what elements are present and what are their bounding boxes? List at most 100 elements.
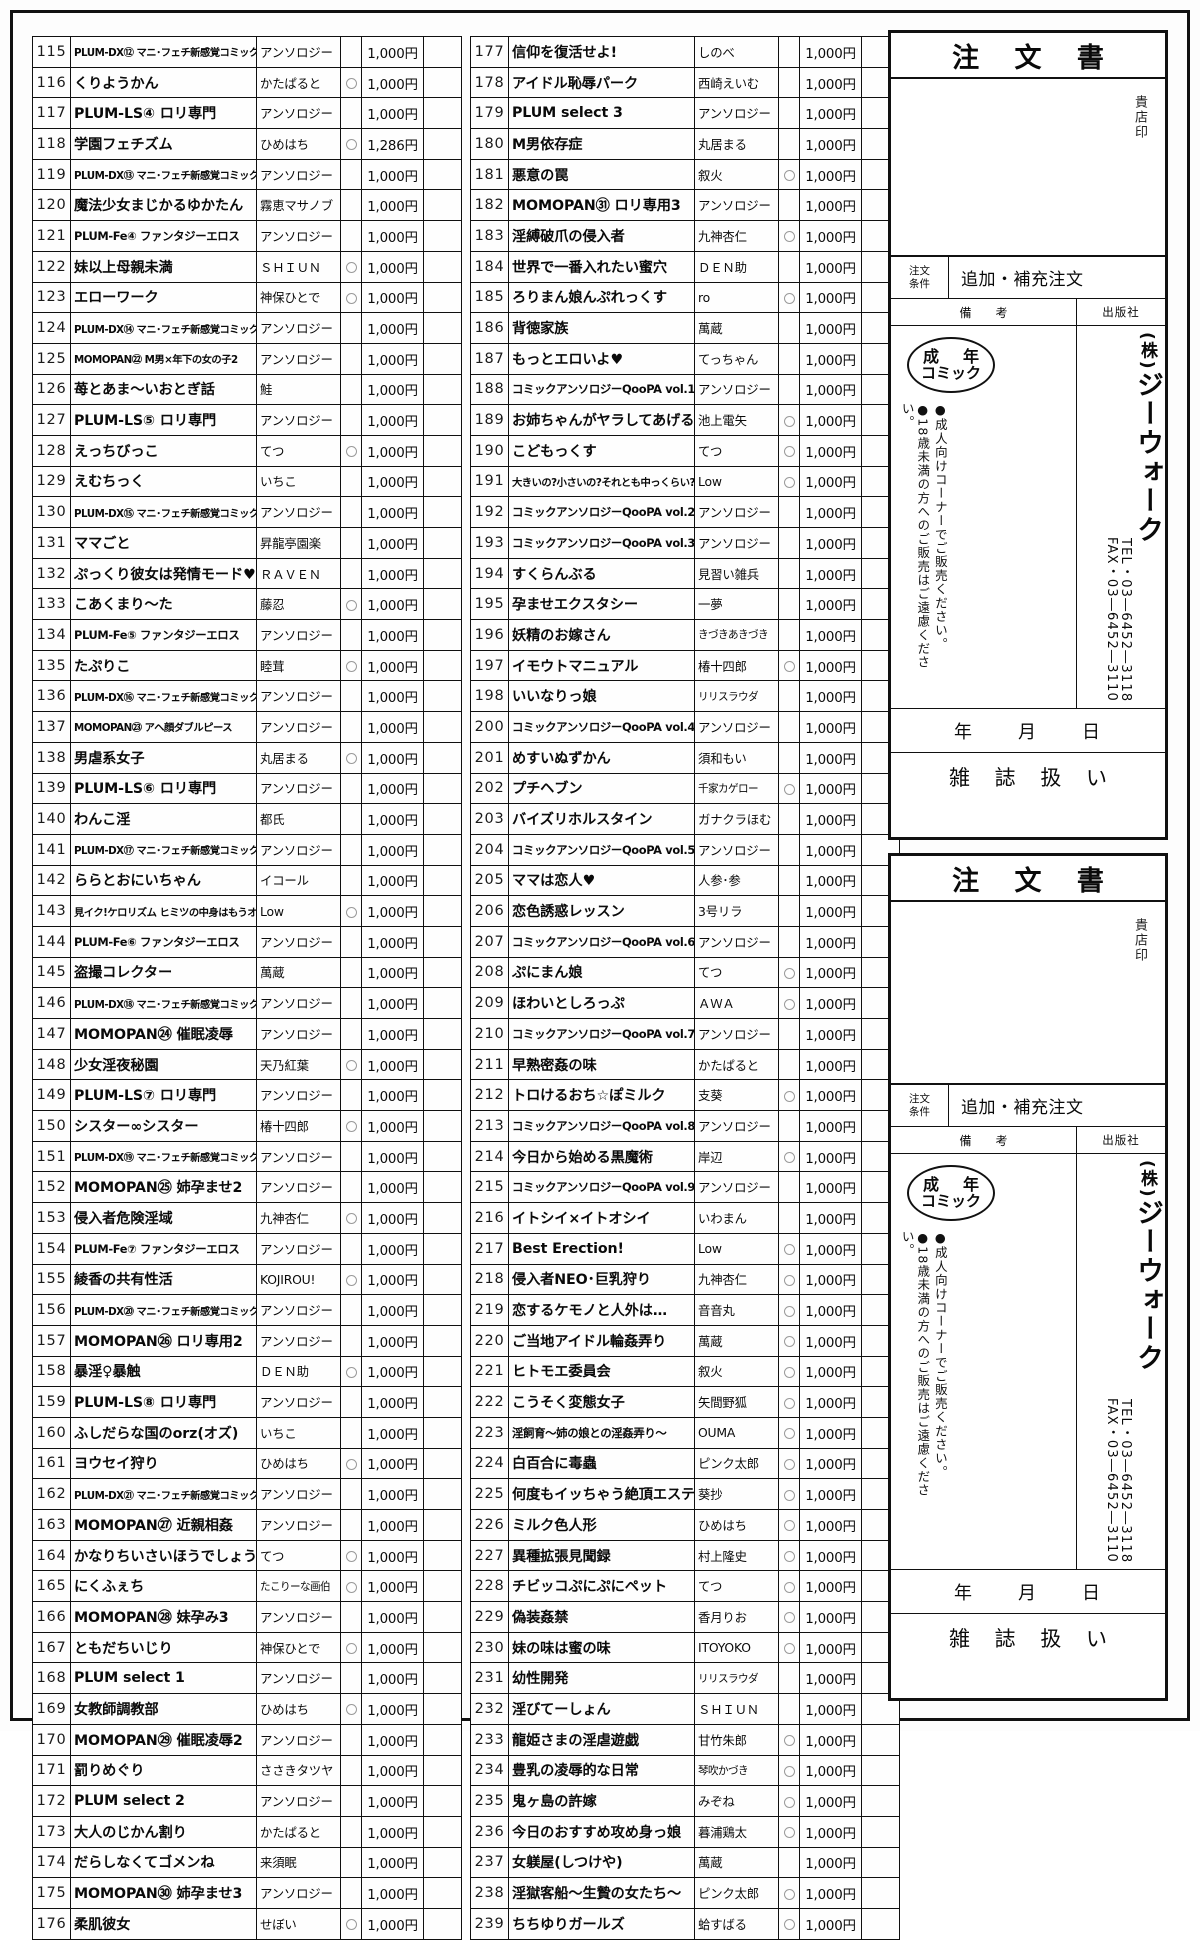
table-row[interactable]: 123 エローワーク 神保ひとで 1,000円 [32,281,462,314]
row-quantity-input[interactable] [423,1662,462,1695]
table-row[interactable]: 117 PLUM-LS④ ロリ専門 アンソロジー 1,000円 [32,97,462,130]
row-quantity-input[interactable] [423,1263,462,1296]
table-row[interactable]: 214 今日から始める黒魔術 岸辺 1,000円 [470,1140,900,1173]
date-row[interactable]: 年 月 日 [891,1569,1165,1614]
table-row[interactable]: 173 大人のじかん割り かたぱると 1,000円 [32,1815,462,1848]
table-row[interactable]: 237 女躾屋(しつけや) 萬蔵 1,000円 [470,1846,900,1879]
row-quantity-input[interactable] [423,619,462,651]
row-quantity-input[interactable] [423,588,462,621]
row-quantity-input[interactable] [423,281,462,314]
table-row[interactable]: 230 妹の味は蜜の味 ITOYOKO 1,000円 [470,1631,900,1664]
table-row[interactable]: 200 コミックアンソロジーQooPA vol.4 アンソロジー 1,000円 [470,711,900,743]
row-quantity-input[interactable] [423,1509,462,1541]
table-row[interactable]: 125 MOMOPAN㉒ M男×年下の女の子2 アンソロジー 1,000円 [32,342,462,375]
table-row[interactable]: 181 悪意の罠 叙火 1,000円 [470,158,900,191]
table-row[interactable]: 232 淫びてーしょん ＳＨＩＵＮ 1,000円 [470,1693,900,1725]
table-row[interactable]: 174 だらしなくてゴメンね 来須眠 1,000円 [32,1846,462,1879]
row-quantity-input[interactable] [423,1079,462,1112]
table-row[interactable]: 221 ヒトモエ委員会 叙火 1,000円 [470,1355,900,1388]
table-row[interactable]: 192 コミックアンソロジーQooPA vol.2 アンソロジー 1,000円 [470,496,900,528]
table-row[interactable]: 201 めすいぬずかん 須和もい 1,000円 [470,741,900,774]
table-row[interactable]: 136 PLUM-DX⑯ マニ･フェチ新感覚コミックス アンソロジー 1,000円 [32,680,462,713]
table-row[interactable]: 162 PLUM-DX㉑ マニ･フェチ新感覚コミックス アンソロジー 1,000円 [32,1478,462,1510]
table-row[interactable]: 235 鬼ヶ島の許嫁 みぞね 1,000円 [470,1785,900,1817]
table-row[interactable]: 124 PLUM-DX⑭ マニ･フェチ新感覚コミックス アンソロジー 1,000円 [32,312,462,344]
table-row[interactable]: 168 PLUM select 1 アンソロジー 1,000円 [32,1662,462,1695]
row-quantity-input[interactable] [423,1294,462,1326]
row-quantity-input[interactable] [423,250,462,283]
table-row[interactable]: 212 トロけるおち☆ぽミルク 支葵 1,000円 [470,1079,900,1112]
row-quantity-input[interactable] [423,465,462,498]
row-quantity-input[interactable] [861,1815,900,1848]
table-row[interactable]: 220 ご当地アイドル輪姦弄り 萬蔵 1,000円 [470,1324,900,1357]
table-row[interactable]: 216 イトシイ×イトオシイ いわまん 1,000円 [470,1202,900,1234]
table-row[interactable]: 170 MOMOPAN㉙ 催眠凌辱2 アンソロジー 1,000円 [32,1723,462,1756]
table-row[interactable]: 204 コミックアンソロジーQooPA vol.5 アンソロジー 1,000円 [470,833,900,866]
row-quantity-input[interactable] [423,1416,462,1449]
row-quantity-input[interactable] [423,1171,462,1204]
row-quantity-input[interactable] [423,158,462,191]
row-quantity-input[interactable] [423,1048,462,1081]
table-row[interactable]: 187 もっとエロいよ♥ てっちゃん 1,000円 [470,342,900,375]
table-row[interactable]: 225 何度もイッちゃう絶頂エステ 葵抄 1,000円 [470,1478,900,1510]
store-stamp-area[interactable]: 貴店印 [891,79,1165,257]
row-quantity-input[interactable] [423,1754,462,1787]
table-row[interactable]: 119 PLUM-DX⑬ マニ･フェチ新感覚コミックス アンソロジー 1,000円 [32,158,462,191]
row-quantity-input[interactable] [423,1018,462,1050]
table-row[interactable]: 206 恋色誘惑レッスン 3号リラ 1,000円 [470,895,900,927]
table-row[interactable]: 234 豊乳の凌辱的な日常 琴吹かづき 1,000円 [470,1754,900,1787]
row-quantity-input[interactable] [861,1877,900,1909]
table-row[interactable]: 121 PLUM-Fe④ ファンタジーエロス アンソロジー 1,000円 [32,220,462,252]
row-quantity-input[interactable] [423,373,462,406]
date-row[interactable]: 年 月 日 [891,708,1165,753]
table-row[interactable]: 141 PLUM-DX⑰ マニ･フェチ新感覚コミックス アンソロジー 1,000円 [32,833,462,866]
row-quantity-input[interactable] [423,1478,462,1510]
row-quantity-input[interactable] [861,1846,900,1879]
table-row[interactable]: 129 えむちっく いちこ 1,000円 [32,465,462,498]
table-row[interactable]: 161 ヨウセイ狩り ひめはち 1,000円 [32,1447,462,1480]
row-quantity-input[interactable] [861,1785,900,1817]
table-row[interactable]: 157 MOMOPAN㉖ ロリ専用2 アンソロジー 1,000円 [32,1324,462,1357]
row-quantity-input[interactable] [861,1723,900,1756]
table-row[interactable]: 210 コミックアンソロジーQooPA vol.7 アンソロジー 1,000円 [470,1018,900,1050]
table-row[interactable]: 128 えっちびっこ てつ 1,000円 [32,434,462,467]
row-quantity-input[interactable] [423,925,462,958]
table-row[interactable]: 197 イモウトマニュアル 椿十四郎 1,000円 [470,649,900,682]
row-quantity-input[interactable] [423,680,462,713]
row-quantity-input[interactable] [423,1232,462,1265]
table-row[interactable]: 171 罰りめぐり ささきタツヤ 1,000円 [32,1754,462,1787]
table-row[interactable]: 146 PLUM-DX⑱ マニ･フェチ新感覚コミックス アンソロジー 1,000円 [32,987,462,1019]
row-quantity-input[interactable] [423,1202,462,1234]
table-row[interactable]: 186 背徳家族 萬蔵 1,000円 [470,312,900,344]
table-row[interactable]: 147 MOMOPAN㉔ 催眠凌辱 アンソロジー 1,000円 [32,1018,462,1050]
table-row[interactable]: 118 学園フェチズム ひめはち 1,286円 [32,128,462,160]
row-quantity-input[interactable] [423,895,462,927]
table-row[interactable]: 153 侵入者危険淫域 九神杏仁 1,000円 [32,1202,462,1234]
table-row[interactable]: 203 バイズリホルスタイン ガナクラほむ 1,000円 [470,803,900,835]
table-row[interactable]: 122 妹以上母親未満 ＳＨＩＵＮ 1,000円 [32,250,462,283]
row-quantity-input[interactable] [423,803,462,835]
row-quantity-input[interactable] [423,36,462,68]
table-row[interactable]: 176 柔肌彼女 せぼい 1,000円 [32,1907,462,1940]
table-row[interactable]: 207 コミックアンソロジーQooPA vol.6 アンソロジー 1,000円 [470,925,900,958]
table-row[interactable]: 140 わんこ淫 都氏 1,000円 [32,803,462,835]
table-row[interactable]: 144 PLUM-Fe⑥ ファンタジーエロス アンソロジー 1,000円 [32,925,462,958]
table-row[interactable]: 149 PLUM-LS⑦ ロリ専門 アンソロジー 1,000円 [32,1079,462,1112]
table-row[interactable]: 191 大きいの?小さいの?それとも中っくらい? Low 1,000円 [470,465,900,498]
table-row[interactable]: 233 龍姫さまの淫虐遊戯 甘竹朱郎 1,000円 [470,1723,900,1756]
table-row[interactable]: 188 コミックアンソロジーQooPA vol.1 アンソロジー 1,000円 [470,373,900,406]
table-row[interactable]: 182 MOMOPAN㉛ ロリ専用3 アンソロジー 1,000円 [470,189,900,222]
table-row[interactable]: 184 世界で一番入れたい蜜穴 ＤＥＮ助 1,000円 [470,250,900,283]
table-row[interactable]: 183 淫縛破爪の侵入者 九神杏仁 1,000円 [470,220,900,252]
row-quantity-input[interactable] [861,1754,900,1787]
table-row[interactable]: 163 MOMOPAN㉗ 近親相姦 アンソロジー 1,000円 [32,1509,462,1541]
table-row[interactable]: 236 今日のおすすめ攻め身っ娘 暮浦鶏太 1,000円 [470,1815,900,1848]
row-quantity-input[interactable] [423,1324,462,1357]
table-row[interactable]: 238 淫獄客船～生贄の女たち～ ピンク太郎 1,000円 [470,1877,900,1909]
table-row[interactable]: 209 ほわいとしろっぷ ＡＷＡ 1,000円 [470,987,900,1019]
row-quantity-input[interactable] [423,404,462,436]
table-row[interactable]: 165 にくふぇち たこりーな画伯 1,000円 [32,1570,462,1603]
table-row[interactable]: 202 プチヘブン 千家カゲロー 1,000円 [470,772,900,805]
row-quantity-input[interactable] [423,496,462,528]
table-row[interactable]: 185 ろりまん娘んぷれっくす ro 1,000円 [470,281,900,314]
